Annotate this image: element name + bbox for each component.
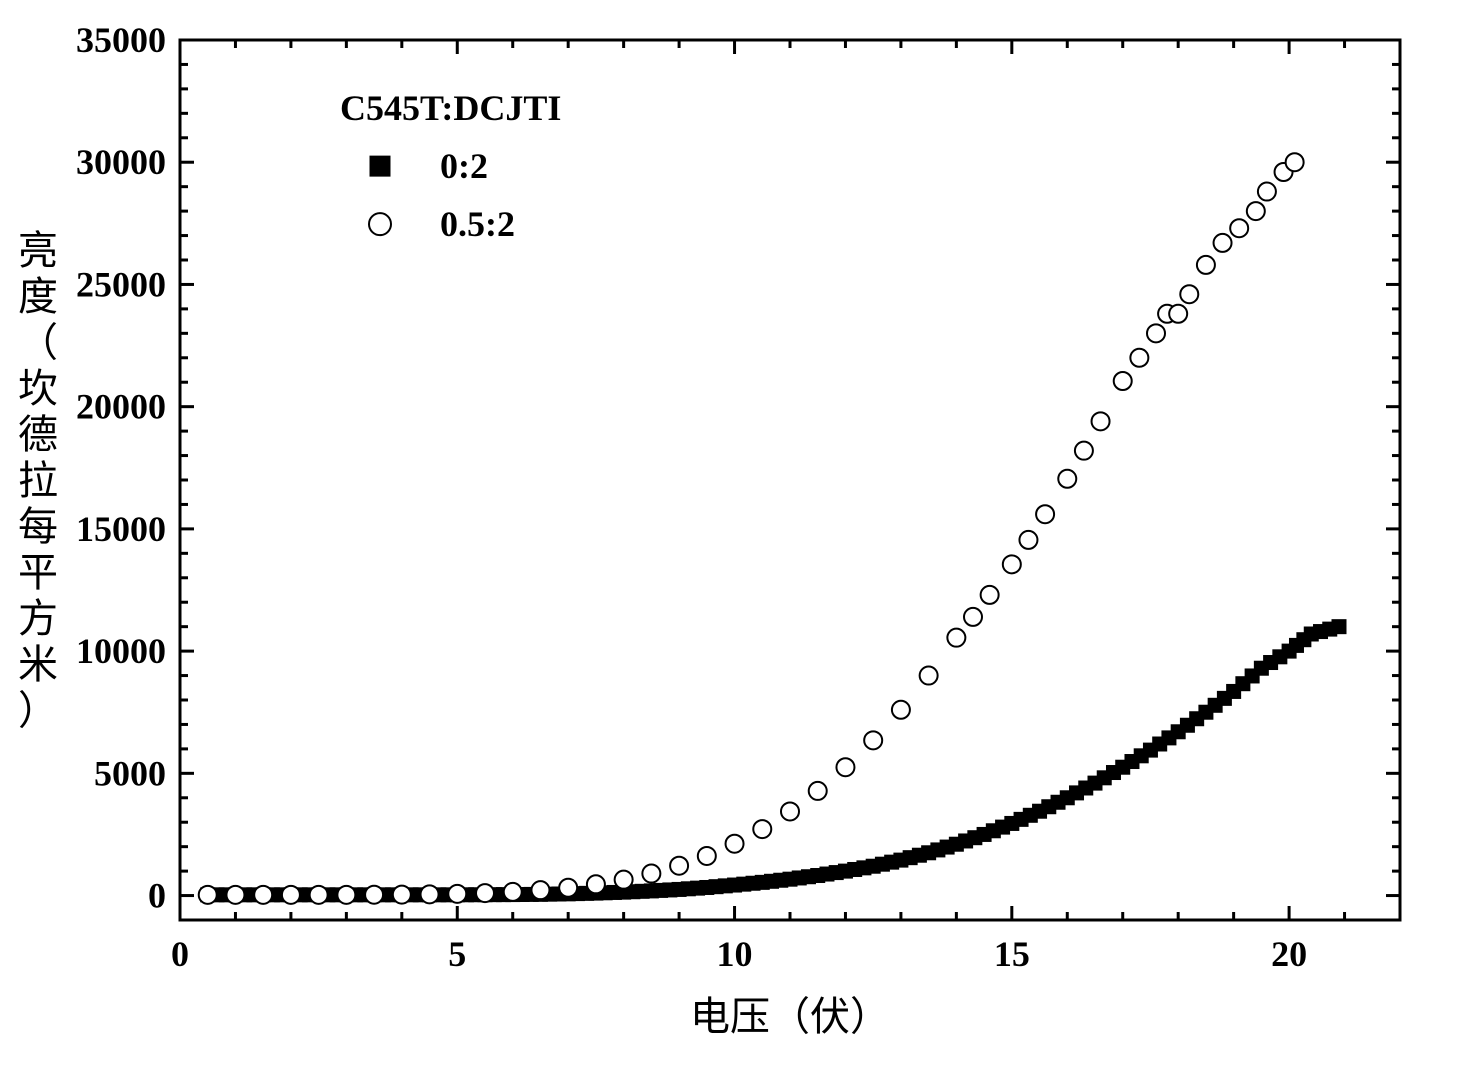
series-point — [226, 886, 244, 904]
series-point — [476, 884, 494, 902]
series-point — [981, 586, 999, 604]
y-axis-label-glyph: 亮 — [18, 228, 58, 273]
legend-label: 0:2 — [440, 146, 488, 186]
series-point — [531, 881, 549, 899]
legend-title: C545T:DCJTI — [340, 88, 561, 128]
x-axis-label: 电压（伏） — [690, 994, 890, 1039]
x-tick-label: 0 — [171, 934, 189, 974]
series-point — [864, 731, 882, 749]
series-point — [1036, 505, 1054, 523]
series-point — [947, 629, 965, 647]
series-point — [282, 886, 300, 904]
series-point — [254, 886, 272, 904]
series-point — [365, 886, 383, 904]
series-point — [698, 847, 716, 865]
y-tick-label: 35000 — [76, 20, 166, 60]
chart-container: 0 5 10 15 20 0 5000 10000 15000 20000 25000 30000 35… — [0, 0, 1472, 1080]
series-point — [1019, 531, 1037, 549]
series-point — [504, 883, 522, 901]
y-axis-label-glyph: 米 — [18, 642, 58, 687]
series-point — [1180, 285, 1198, 303]
series-point — [781, 802, 799, 820]
y-tick-label: 5000 — [94, 753, 166, 793]
series-point — [421, 885, 439, 903]
y-tick-label: 30000 — [76, 142, 166, 182]
series-point — [1169, 305, 1187, 323]
series-point — [1258, 183, 1276, 201]
legend-marker — [369, 213, 391, 235]
chart-svg: 0 5 10 15 20 0 5000 10000 15000 20000 25000 30000 35… — [0, 0, 1472, 1080]
y-tick-label: 0 — [148, 876, 166, 916]
series-point — [670, 857, 688, 875]
series-point — [1147, 324, 1165, 342]
x-tick-label: 20 — [1271, 934, 1307, 974]
series-point — [1230, 219, 1248, 237]
series-point — [642, 865, 660, 883]
y-axis-label-glyph: 拉 — [18, 458, 58, 503]
legend-marker — [370, 156, 390, 176]
series-point — [753, 820, 771, 838]
series-point — [1214, 234, 1232, 252]
y-axis-label-glyph: （ — [18, 320, 58, 365]
y-axis-label-glyph: 平 — [18, 550, 58, 595]
series-point — [393, 886, 411, 904]
series-point — [1130, 349, 1148, 367]
y-axis-label-glyph: 度 — [18, 274, 58, 319]
legend-label: 0.5:2 — [440, 204, 515, 244]
y-axis-label-glyph: 坎 — [18, 366, 58, 411]
series-point — [337, 886, 355, 904]
series-point — [615, 871, 633, 889]
series-point — [310, 886, 328, 904]
series-point — [1058, 470, 1076, 488]
y-axis-label-glyph: ） — [18, 688, 58, 733]
series-point — [1247, 202, 1265, 220]
y-tick-label: 15000 — [76, 509, 166, 549]
series-point — [559, 879, 577, 897]
series-point — [1286, 153, 1304, 171]
series-point — [1075, 442, 1093, 460]
series-point — [1003, 555, 1021, 573]
y-tick-label: 25000 — [76, 264, 166, 304]
series-point — [809, 782, 827, 800]
series-point — [587, 875, 605, 893]
y-tick-label: 10000 — [76, 631, 166, 671]
series-point — [1332, 620, 1346, 634]
y-axis-label-glyph: 每 — [18, 504, 58, 549]
series-point — [836, 758, 854, 776]
series-point — [920, 667, 938, 685]
x-tick-label: 5 — [448, 934, 466, 974]
x-tick-label: 15 — [994, 934, 1030, 974]
y-axis-label-glyph: 方 — [18, 596, 58, 641]
series-point — [1114, 372, 1132, 390]
series-point — [1197, 256, 1215, 274]
y-tick-label: 20000 — [76, 387, 166, 427]
series-point — [892, 701, 910, 719]
y-axis-label-glyph: 德 — [18, 412, 58, 457]
series-point — [964, 608, 982, 626]
series-point — [199, 886, 217, 904]
x-tick-label: 10 — [717, 934, 753, 974]
series-point — [726, 835, 744, 853]
series-point — [448, 885, 466, 903]
series-point — [1092, 412, 1110, 430]
